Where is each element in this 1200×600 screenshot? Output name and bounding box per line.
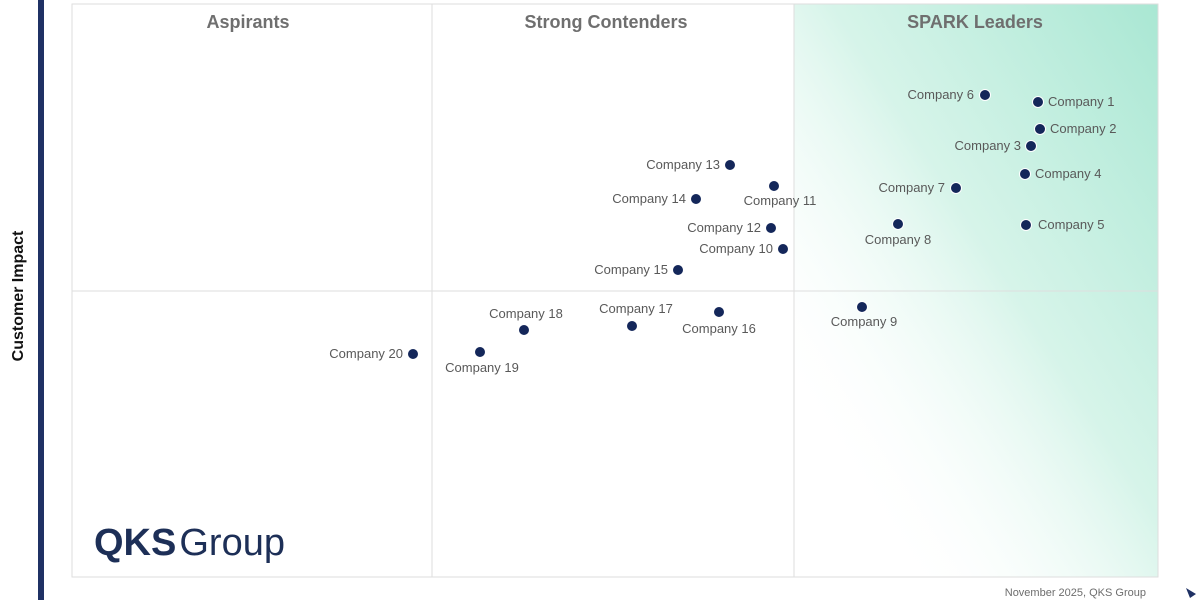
data-point-company-13: Company 13 <box>646 157 736 172</box>
point-label: Company 1 <box>1048 94 1114 109</box>
point-marker <box>626 320 638 332</box>
footer-credit: November 2025, QKS Group <box>1005 587 1146 599</box>
point-marker <box>518 324 530 336</box>
point-marker <box>892 218 904 230</box>
point-marker <box>1032 96 1044 108</box>
logo-group-text: Group <box>179 522 285 564</box>
point-label: Company 16 <box>682 321 756 336</box>
logo-qks-text: QKS <box>94 522 176 564</box>
quadrant-label-spark-leaders: SPARK Leaders <box>907 12 1043 32</box>
data-point-company-16: Company 16 <box>682 306 756 336</box>
point-label: Company 12 <box>687 220 761 235</box>
point-marker <box>672 264 684 276</box>
data-point-company-6: Company 6 <box>908 87 991 102</box>
point-label: Company 6 <box>908 87 974 102</box>
data-point-company-14: Company 14 <box>612 191 702 206</box>
points-layer: Company 1 Company 2 Company 3 Company 4 Comp… <box>329 87 1116 375</box>
point-marker <box>474 346 486 358</box>
data-point-company-11: Company 11 <box>744 180 817 208</box>
point-marker <box>950 182 962 194</box>
point-marker <box>713 306 725 318</box>
point-label: Company 2 <box>1050 121 1116 136</box>
quadrant-label-strong-contenders: Strong Contenders <box>524 12 687 32</box>
data-point-company-5: Company 5 <box>1020 217 1104 232</box>
point-label: Company 15 <box>594 262 668 277</box>
point-label: Company 11 <box>744 193 817 208</box>
quadrant-label-aspirants: Aspirants <box>206 12 289 32</box>
point-label: Company 19 <box>445 360 519 375</box>
svg-text:QKSGroup: QKSGroup <box>94 522 285 564</box>
data-point-company-1: Company 1 <box>1032 94 1114 109</box>
data-point-company-12: Company 12 <box>687 220 777 235</box>
data-point-company-2: Company 2 <box>1034 121 1116 136</box>
point-label: Company 3 <box>955 138 1021 153</box>
point-marker <box>1020 219 1032 231</box>
point-label: Company 9 <box>831 314 897 329</box>
point-label: Company 20 <box>329 346 403 361</box>
point-label: Company 7 <box>879 180 945 195</box>
data-point-company-7: Company 7 <box>879 180 962 195</box>
point-label: Company 10 <box>699 241 773 256</box>
data-point-company-15: Company 15 <box>594 262 684 277</box>
point-marker <box>777 243 789 255</box>
point-marker <box>1019 168 1031 180</box>
point-label: Company 18 <box>489 306 563 321</box>
point-label: Company 14 <box>612 191 686 206</box>
point-marker <box>768 180 780 192</box>
point-marker <box>407 348 419 360</box>
data-point-company-10: Company 10 <box>699 241 789 256</box>
point-label: Company 13 <box>646 157 720 172</box>
point-marker <box>724 159 736 171</box>
data-point-company-19: Company 19 <box>445 346 519 375</box>
point-label: Company 5 <box>1038 217 1104 232</box>
qks-group-logo: QKSGroup <box>94 522 285 564</box>
data-point-company-3: Company 3 <box>955 138 1037 153</box>
data-point-company-8: Company 8 <box>865 218 931 247</box>
point-marker <box>1034 123 1046 135</box>
point-label: Company 8 <box>865 232 931 247</box>
point-marker <box>1025 140 1037 152</box>
corner-arrow-icon <box>1186 588 1196 598</box>
left-accent-bar <box>38 0 44 600</box>
data-point-company-18: Company 18 <box>489 306 563 336</box>
data-point-company-17: Company 17 <box>599 301 673 332</box>
data-point-company-20: Company 20 <box>329 346 419 361</box>
point-marker <box>765 222 777 234</box>
data-point-company-9: Company 9 <box>831 301 897 329</box>
data-point-company-4: Company 4 <box>1019 166 1101 181</box>
point-label: Company 17 <box>599 301 673 316</box>
point-marker <box>856 301 868 313</box>
point-marker <box>979 89 991 101</box>
point-label: Company 4 <box>1035 166 1101 181</box>
quadrant-grid <box>71 3 1159 578</box>
point-marker <box>690 193 702 205</box>
y-axis-label: Customer Impact <box>10 230 27 361</box>
